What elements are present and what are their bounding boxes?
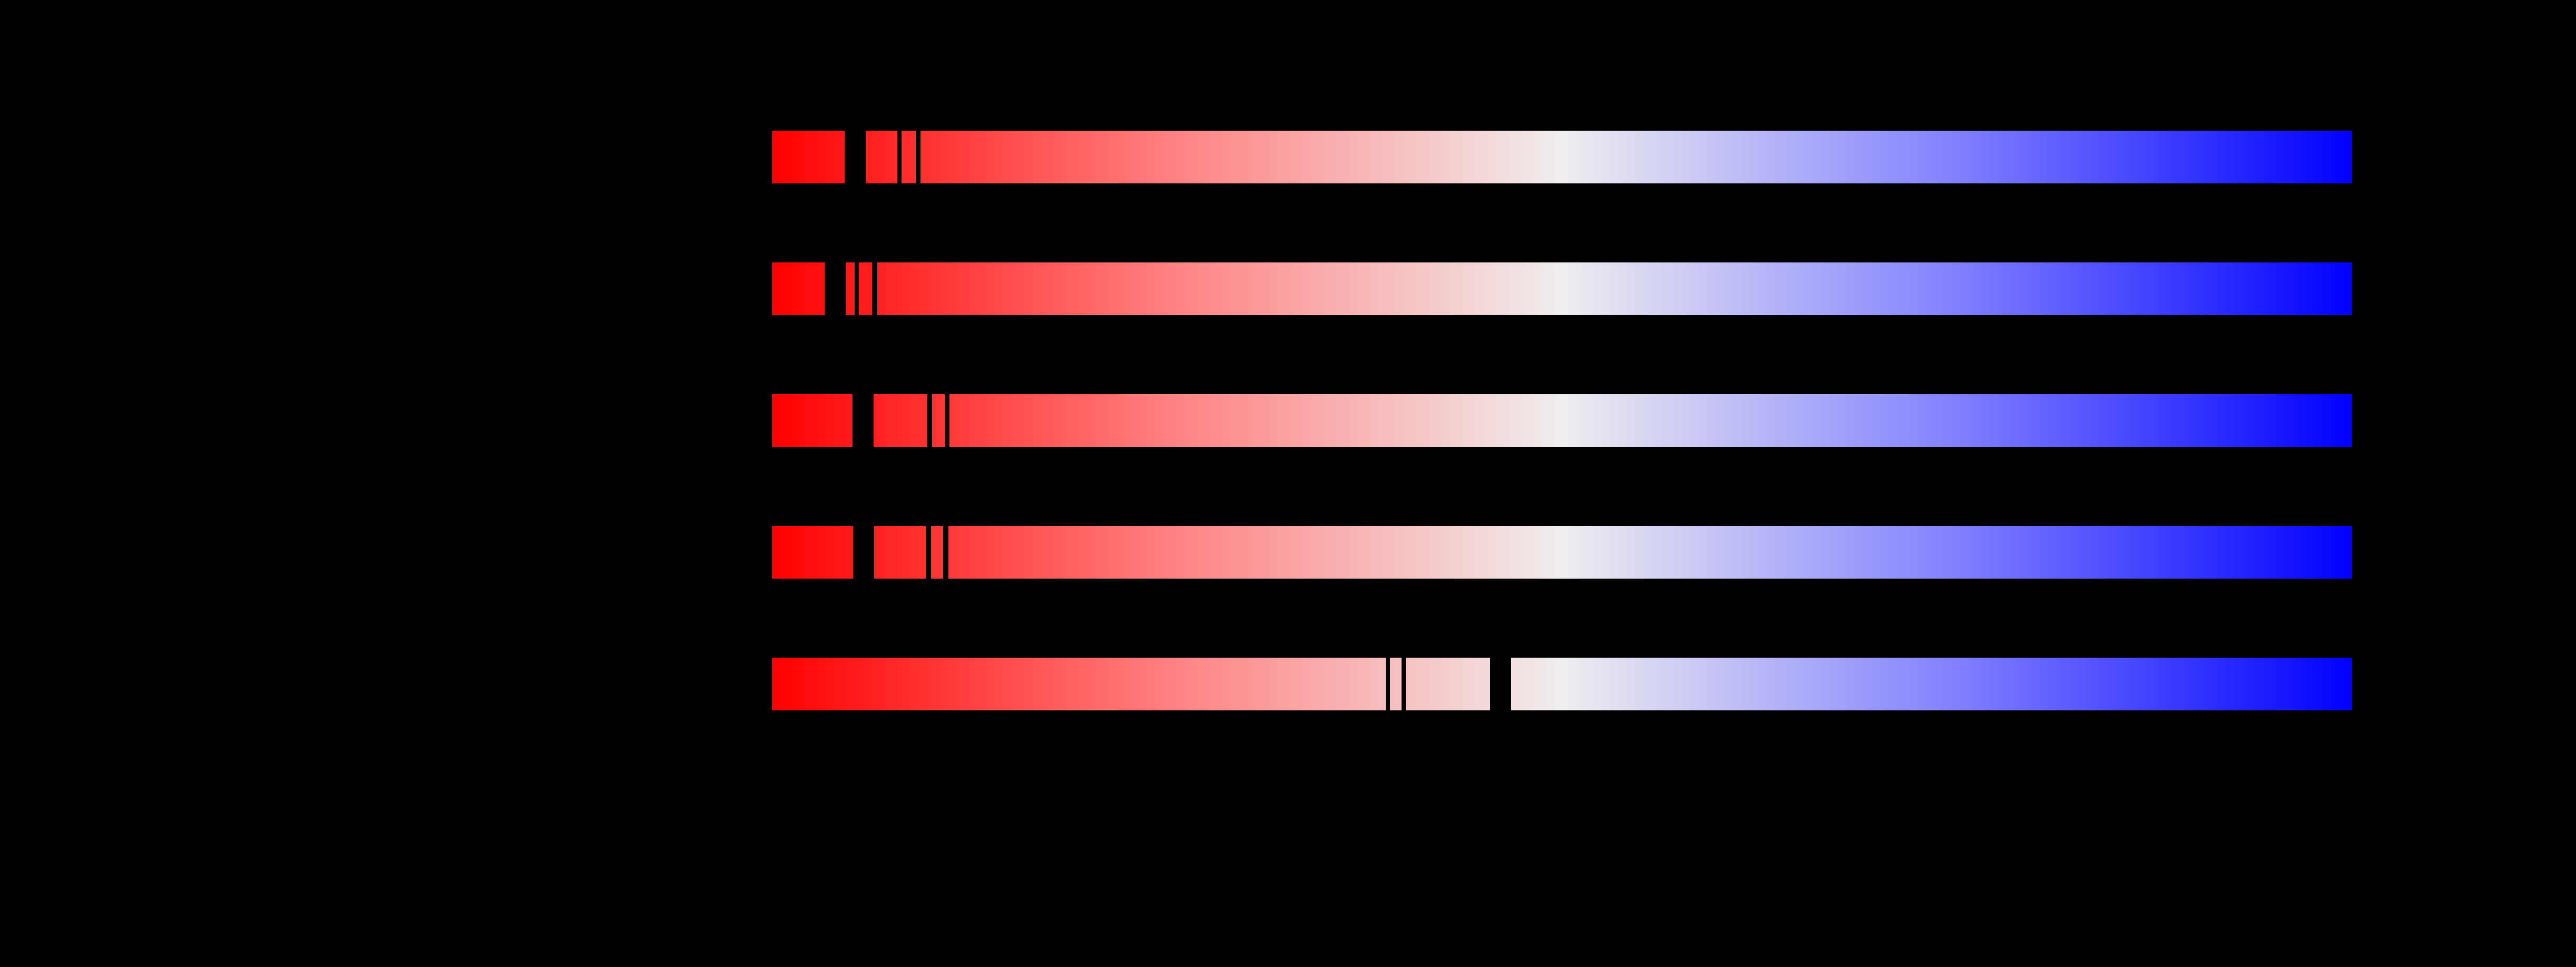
- colorbar-2: [772, 262, 2352, 315]
- colorbar-3-segment-1: [772, 394, 853, 447]
- colorbar-5-segment-2: [1389, 658, 1402, 710]
- colorbar-1-segment-1: [772, 131, 845, 183]
- colorbar-4-segment-1: [772, 526, 854, 579]
- colorbar-4-segment-4: [948, 526, 2352, 579]
- colorbar-4: [772, 526, 2352, 579]
- colorbar-2-segment-4: [877, 262, 2352, 315]
- colorbar-5-segment-4: [1511, 658, 2352, 710]
- colorbar-5-segment-3: [1405, 658, 1490, 710]
- colorbar-1-segment-2: [866, 131, 898, 183]
- colorbar-2-segment-1: [772, 262, 825, 315]
- colorbar-4-segment-3: [931, 526, 944, 579]
- colorbar-1-segment-3: [901, 131, 916, 183]
- colorbar-1: [772, 131, 2352, 183]
- colorbar-3-segment-4: [949, 394, 2352, 447]
- colorbar-5: [772, 658, 2352, 710]
- colorbar-3-segment-2: [874, 394, 928, 447]
- colorbar-3-segment-3: [932, 394, 945, 447]
- colorbar-2-segment-3: [858, 262, 873, 315]
- colorbar-1-segment-4: [920, 131, 2352, 183]
- colorbar-2-segment-2: [846, 262, 855, 315]
- colorbar-3: [772, 394, 2352, 447]
- colorbar-4-segment-2: [874, 526, 926, 579]
- colorbar-5-segment-1: [772, 658, 1386, 710]
